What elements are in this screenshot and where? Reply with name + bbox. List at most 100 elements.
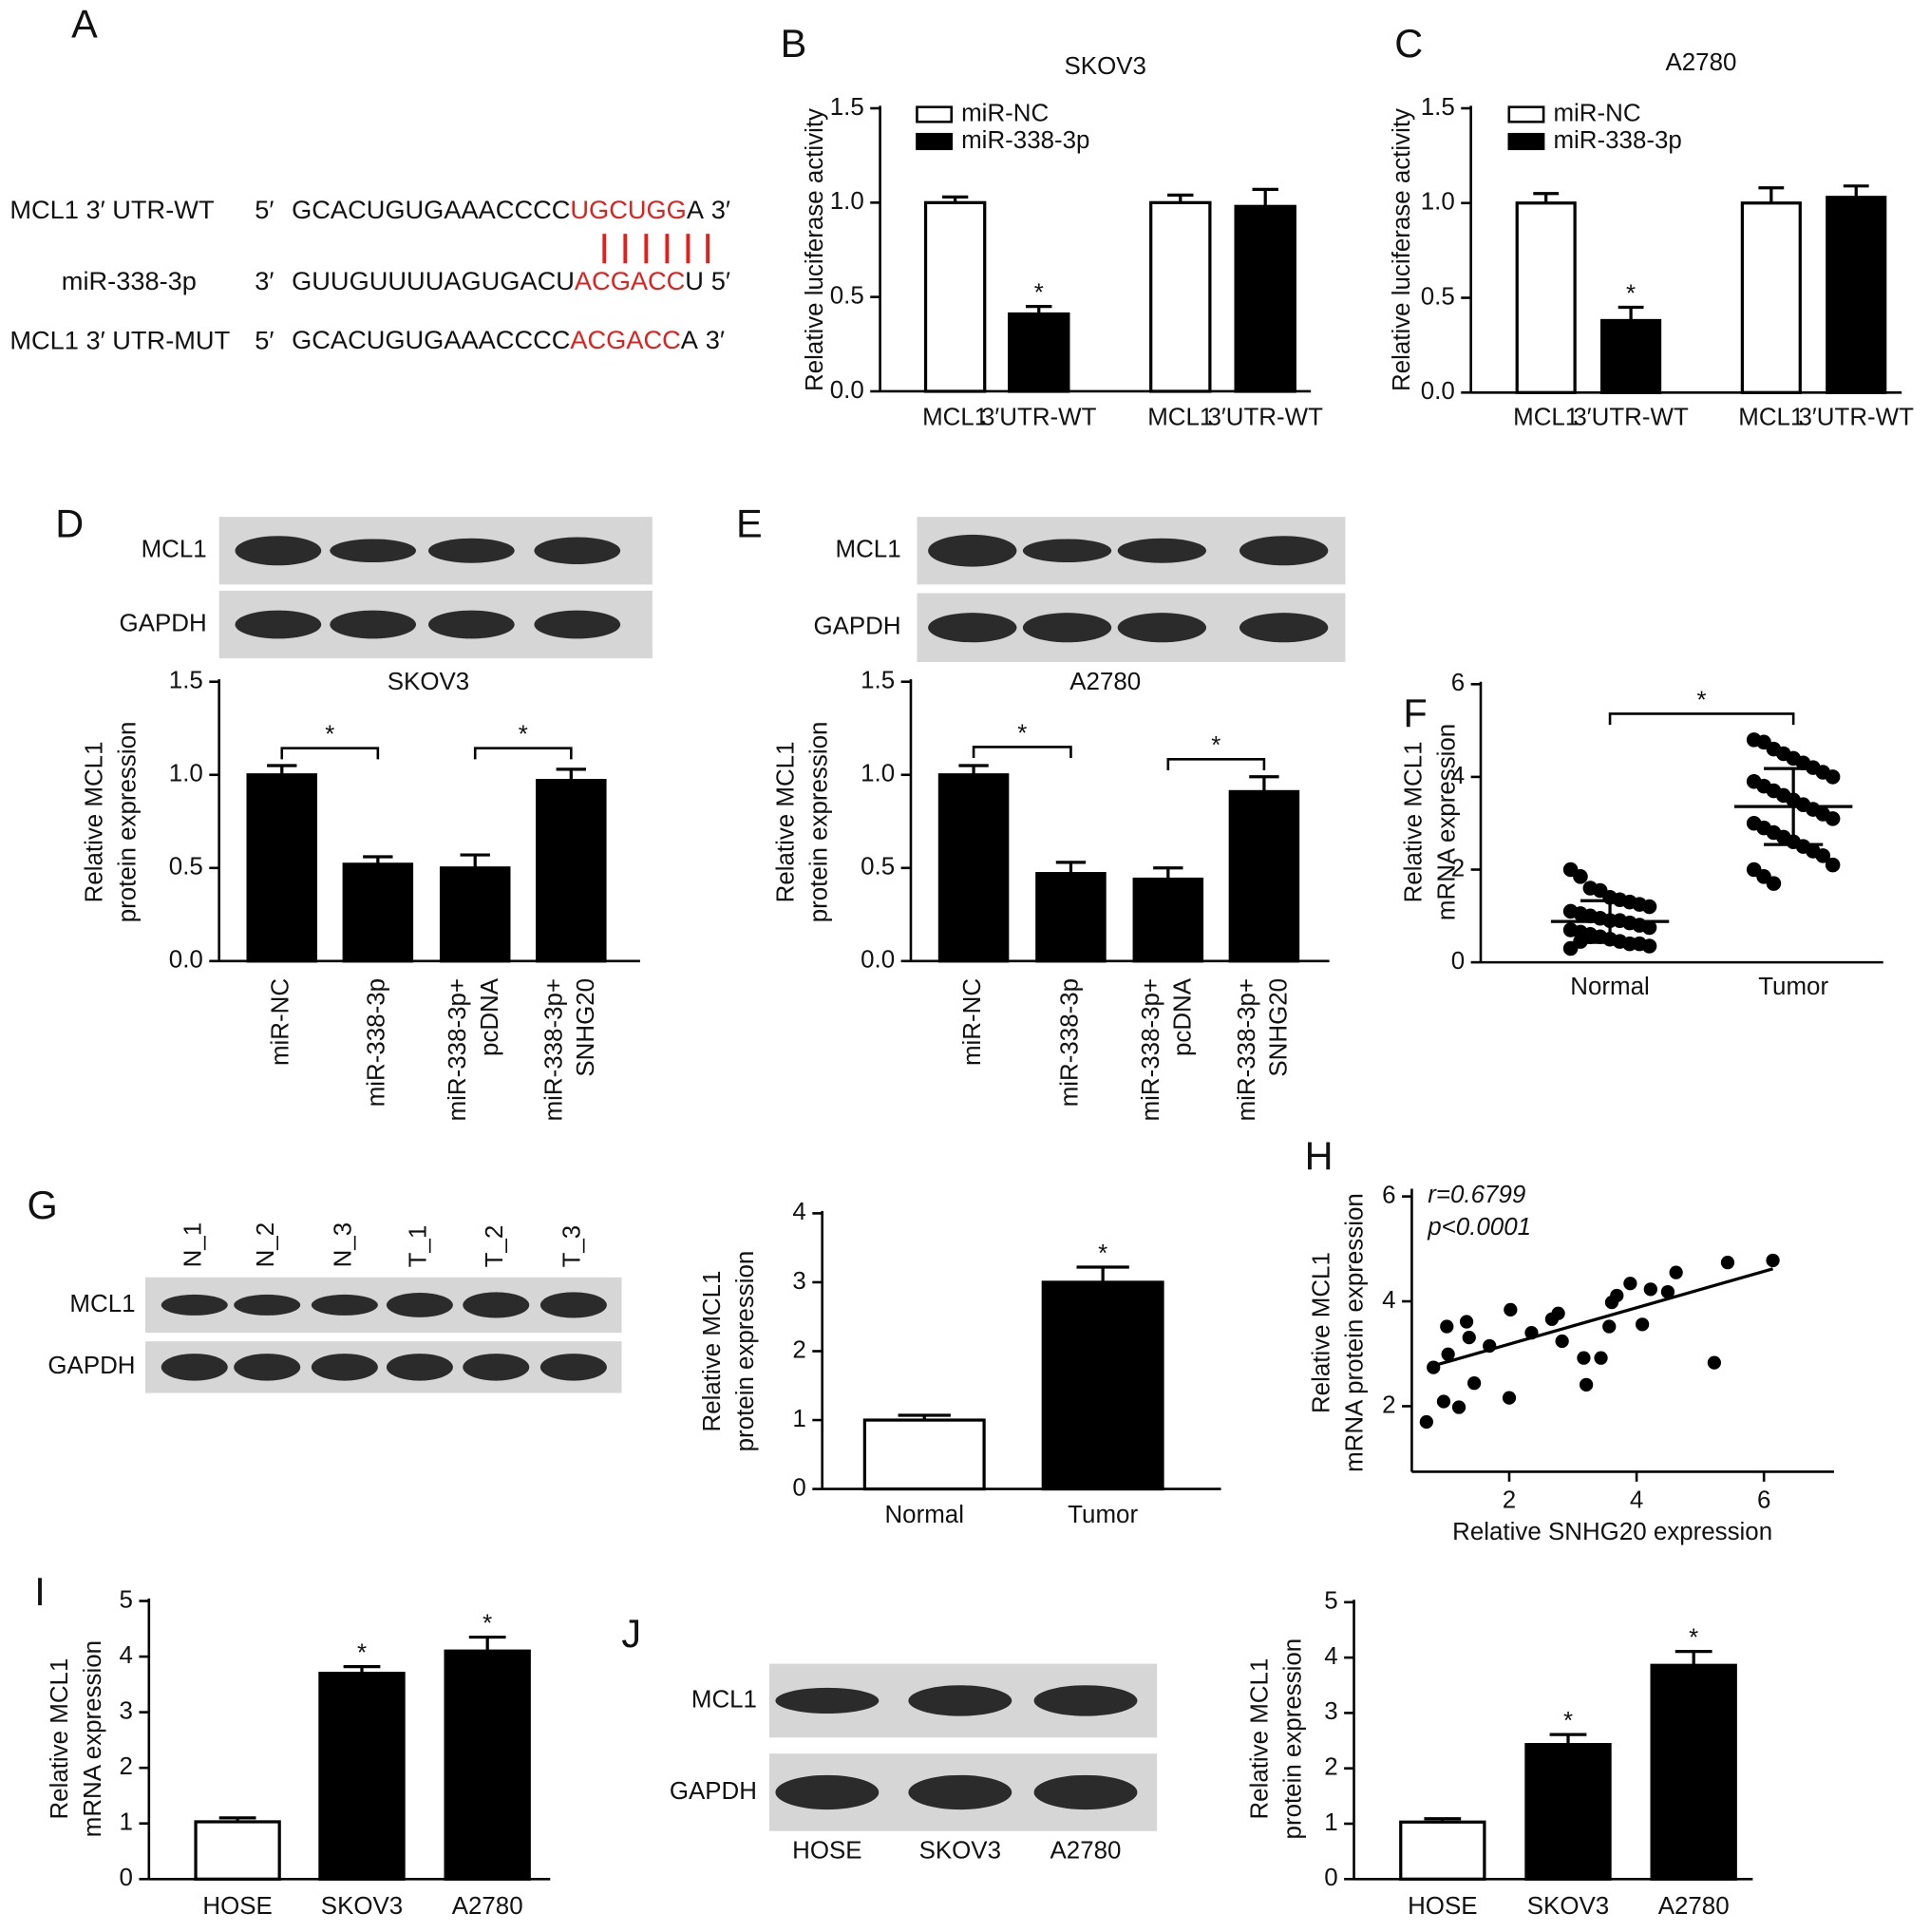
- blot-row-label: GAPDH: [120, 610, 207, 636]
- x-tick-label: HOSE: [1408, 1893, 1477, 1920]
- y-axis-label: protein expression: [1279, 1638, 1306, 1840]
- x-tick-label: MCL1: [922, 404, 988, 430]
- data-point: [1766, 1253, 1780, 1268]
- data-point: [1643, 1282, 1657, 1297]
- data-point: [1669, 1265, 1683, 1279]
- x-tick-label: Tumor: [1068, 1502, 1138, 1528]
- significance-label: *: [1689, 1625, 1698, 1652]
- significance-label: *: [1563, 1708, 1573, 1734]
- x-tick-label: Normal: [884, 1502, 964, 1528]
- x-tick-label: 3′UTR-WT: [981, 404, 1097, 430]
- y-axis-label: Relative MCL1: [1308, 1252, 1334, 1413]
- blot-band: [234, 1294, 301, 1316]
- data-point: [1573, 869, 1588, 884]
- bar: [439, 866, 511, 963]
- y-axis-label: Relative MCL1: [1247, 1658, 1274, 1820]
- chart-title: A2780: [1665, 49, 1736, 76]
- bar: [1234, 204, 1296, 393]
- data-point: [1436, 1394, 1451, 1409]
- bar: [1600, 318, 1662, 394]
- y-tick-label: 5: [1324, 1588, 1337, 1615]
- blot-band: [330, 539, 417, 563]
- y-tick-label: 0: [792, 1474, 805, 1501]
- x-tick-label: MCL1: [1513, 404, 1579, 430]
- bar: [536, 779, 607, 963]
- blot-band: [386, 1354, 453, 1381]
- data-point: [1641, 938, 1657, 954]
- data-point: [1466, 1376, 1482, 1391]
- significance-label: *: [1626, 280, 1636, 307]
- y-tick-label: 0.5: [169, 854, 203, 881]
- y-tick-label: 0.5: [1421, 283, 1455, 310]
- y-tick-label: 0: [1324, 1865, 1337, 1891]
- chart-title: SKOV3: [388, 669, 469, 695]
- significance-label: *: [325, 722, 334, 748]
- blot-band: [235, 610, 322, 639]
- blot-row-label: GAPDH: [813, 614, 900, 640]
- data-point: [1707, 1355, 1722, 1370]
- data-point: [1579, 1377, 1594, 1392]
- sequence: GCACUGUGAAACCCCACGACCA 3′: [292, 325, 725, 354]
- x-tick-label: SKOV3: [321, 1893, 403, 1920]
- y-axis-label: mRNA expression: [80, 1640, 106, 1837]
- x-tick-label: miR-338-3p+: [445, 978, 471, 1121]
- bar: [318, 1672, 406, 1881]
- bar: [444, 1649, 531, 1881]
- x-tick-label: miR-338-3p+: [540, 978, 567, 1121]
- significance-bracket: [1166, 758, 1266, 771]
- panel-letter: H: [1305, 1133, 1334, 1178]
- significance-label: *: [1211, 732, 1220, 759]
- y-tick-label: 0.0: [830, 377, 864, 404]
- y-tick-label: 1.0: [861, 761, 895, 787]
- data-point: [1720, 1256, 1735, 1270]
- seq-part: A: [687, 195, 705, 224]
- y-tick-label: 1: [120, 1809, 133, 1836]
- significance-bracket: [473, 747, 573, 760]
- x-tick-label: A2780: [452, 1893, 523, 1920]
- data-point: [1551, 1306, 1565, 1320]
- blot-band: [1022, 613, 1112, 643]
- seq-site: ACGACC: [575, 266, 685, 295]
- panel-letter: E: [736, 501, 763, 545]
- legend-swatch: [1507, 105, 1545, 123]
- blot-band: [908, 1685, 1012, 1716]
- blot-band: [386, 1292, 453, 1317]
- strand-end: 5′: [255, 195, 274, 224]
- y-axis-label: Relative MCL1: [1400, 741, 1427, 902]
- blot-band: [539, 1354, 607, 1381]
- legend-label: miR-338-3p: [961, 127, 1089, 154]
- significance-bracket: [280, 747, 380, 760]
- blot-band: [427, 610, 515, 639]
- bar: [1826, 196, 1887, 394]
- lane-label: SKOV3: [919, 1838, 1001, 1865]
- y-axis-label: protein expression: [732, 1251, 759, 1452]
- panel-letter: F: [1403, 691, 1427, 735]
- y-tick-label: 2: [1382, 1392, 1395, 1418]
- y-tick-label: 1.0: [169, 761, 203, 787]
- panel-letter: C: [1394, 21, 1423, 66]
- blot-band: [539, 1292, 607, 1318]
- panel-letter: D: [55, 501, 84, 545]
- y-axis-label: protein expression: [806, 722, 833, 923]
- significance-bracket: [1608, 712, 1795, 726]
- annotation: r=0.6799: [1428, 1182, 1525, 1208]
- blot-band: [1033, 1685, 1138, 1716]
- blot-band: [928, 613, 1017, 643]
- data-point: [1441, 1347, 1455, 1361]
- blot-row-label: MCL1: [835, 537, 900, 563]
- x-tick-label: Tumor: [1758, 974, 1828, 1000]
- y-tick-label: 3: [792, 1268, 805, 1295]
- y-axis-label: Relative luciferase activity: [1389, 108, 1415, 391]
- lane-label: N_1: [180, 1222, 207, 1268]
- data-point: [1815, 848, 1831, 863]
- data-point: [1502, 1391, 1517, 1405]
- x-tick-label: MCL1: [1147, 404, 1213, 430]
- data-point: [1462, 1330, 1476, 1345]
- significance-label: *: [1098, 1241, 1107, 1267]
- blot-band: [1239, 536, 1329, 566]
- data-point: [1635, 1317, 1650, 1332]
- lane-label: T_1: [406, 1225, 432, 1268]
- chart-title: A2780: [1069, 669, 1141, 695]
- legend-swatch: [916, 132, 954, 151]
- strand-end: 5′: [255, 325, 274, 354]
